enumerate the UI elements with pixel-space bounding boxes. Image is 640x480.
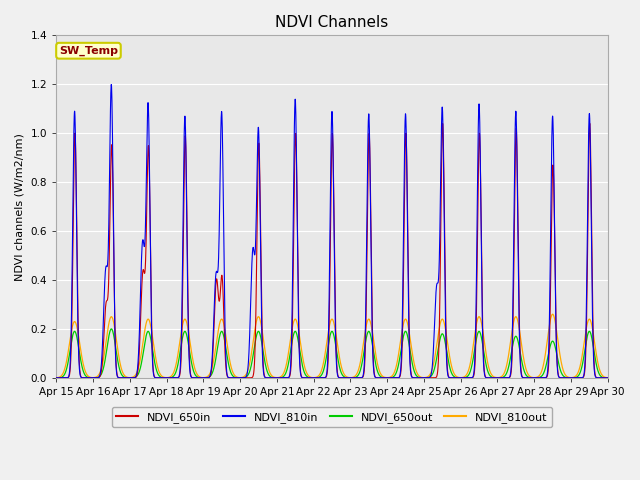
- Y-axis label: NDVI channels (W/m2/nm): NDVI channels (W/m2/nm): [15, 132, 25, 280]
- Text: SW_Temp: SW_Temp: [59, 46, 118, 56]
- Title: NDVI Channels: NDVI Channels: [275, 15, 388, 30]
- Legend: NDVI_650in, NDVI_810in, NDVI_650out, NDVI_810out: NDVI_650in, NDVI_810in, NDVI_650out, NDV…: [112, 407, 552, 427]
